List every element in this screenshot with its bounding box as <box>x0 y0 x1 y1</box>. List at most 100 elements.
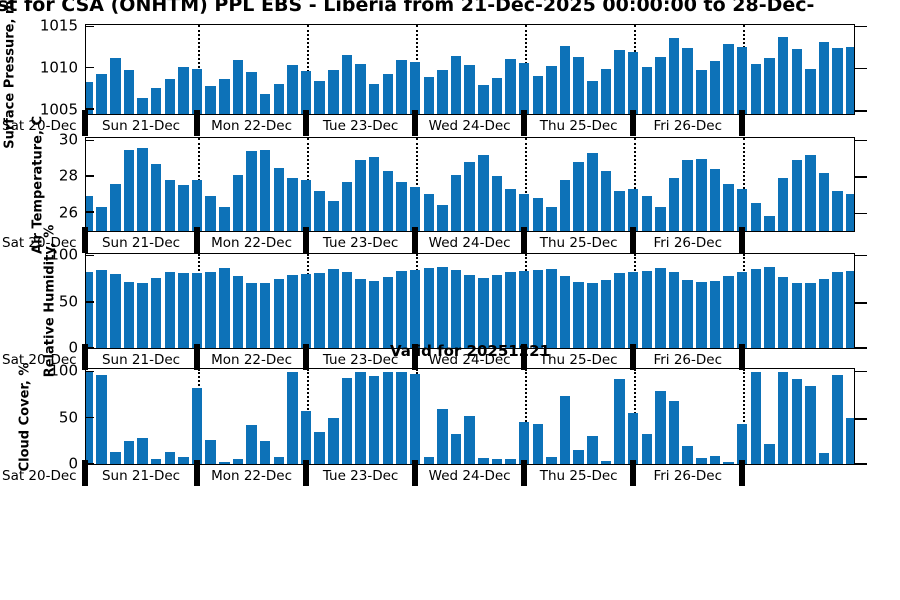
bar <box>437 408 448 464</box>
bar <box>846 270 854 348</box>
bar <box>682 160 693 231</box>
x-day-label: Mon 22-Dec <box>211 235 293 251</box>
bar <box>750 203 762 231</box>
y-tick-mark-right <box>855 139 867 142</box>
x-day-label: Tue 23-Dec <box>322 352 399 368</box>
bar <box>696 281 707 348</box>
bar <box>191 388 203 464</box>
bar <box>368 83 380 114</box>
x-day-label: Mon 22-Dec <box>211 468 293 484</box>
bar <box>777 277 789 348</box>
bar <box>668 271 680 348</box>
bar <box>450 56 462 114</box>
bar <box>736 47 748 114</box>
bar <box>573 162 584 231</box>
bar <box>232 60 244 114</box>
day-boundary-marker <box>521 227 528 253</box>
day-boundary-marker <box>739 344 746 370</box>
bar <box>205 271 216 348</box>
day-boundary-marker <box>412 227 419 253</box>
x-day-label: Fri 26-Dec <box>653 468 722 484</box>
bar <box>423 267 434 348</box>
bar <box>805 385 816 464</box>
bar <box>587 283 598 348</box>
x-axis-day-row: Sat 20-Dec Sun 21-Dec Mon 22-Dec Tue 23-Dec… <box>0 110 900 136</box>
bar <box>478 85 489 114</box>
y-tick-label: 0 <box>68 454 78 473</box>
bar <box>818 172 830 231</box>
bar <box>110 274 121 348</box>
day-boundary-marker <box>739 227 746 253</box>
bar <box>137 147 148 231</box>
day-boundary-line <box>307 25 310 114</box>
bar <box>777 37 789 114</box>
y-tick-mark <box>86 370 94 373</box>
day-boundary-line <box>634 138 637 231</box>
bar <box>818 452 830 464</box>
bar <box>573 281 584 348</box>
y-tick-mark-right <box>855 370 867 373</box>
bar <box>246 282 257 348</box>
bar <box>518 62 530 114</box>
bar <box>423 194 434 231</box>
day-boundary-marker <box>739 110 746 136</box>
day-boundary-marker <box>194 460 201 486</box>
bar <box>300 411 312 464</box>
day-boundary-marker <box>303 460 310 486</box>
bar <box>505 188 516 231</box>
day-boundary-marker <box>630 227 637 253</box>
bar <box>505 58 516 114</box>
bar <box>382 171 394 231</box>
bar <box>464 275 475 348</box>
bar <box>191 68 203 114</box>
bar <box>178 456 189 464</box>
bar <box>123 149 135 231</box>
bar <box>232 459 244 464</box>
bar <box>614 379 625 464</box>
y-tick-label: 0 <box>68 338 78 357</box>
bar <box>123 281 135 348</box>
bar <box>505 459 516 464</box>
bar <box>777 371 789 464</box>
bar <box>86 81 94 114</box>
bar <box>287 65 298 114</box>
bar <box>205 85 216 114</box>
bar <box>341 54 353 114</box>
bar <box>764 266 775 348</box>
bar <box>86 196 94 231</box>
bar <box>423 456 434 464</box>
bar <box>518 270 530 348</box>
bar <box>641 67 653 114</box>
bar <box>396 371 407 464</box>
y-tick-label: 26 <box>58 203 78 222</box>
y-tick-mark-right <box>855 463 867 465</box>
y-axis-title-cloud-cover: Cloud Cover, % <box>17 362 33 471</box>
bar <box>123 70 135 114</box>
bar <box>832 190 843 231</box>
bar <box>191 273 203 348</box>
y-tick-mark <box>86 175 94 178</box>
bar <box>328 268 339 348</box>
bar <box>750 268 762 348</box>
bar <box>396 60 407 114</box>
bar <box>627 188 639 231</box>
bar <box>559 46 571 114</box>
bar <box>709 280 721 348</box>
bar <box>287 178 298 231</box>
day-boundary-marker <box>194 227 201 253</box>
bar <box>627 413 639 464</box>
bar <box>110 452 121 464</box>
bar <box>709 455 721 464</box>
x-axis-day-row: Sat 20-Dec Sun 21-Dec Mon 22-Dec Tue 23-Dec… <box>0 344 900 370</box>
bar <box>546 206 557 231</box>
bar <box>518 194 530 231</box>
day-boundary-marker <box>194 344 201 370</box>
day-boundary-marker <box>412 110 419 136</box>
bar <box>368 376 380 464</box>
y-tick-mark-right <box>855 254 867 257</box>
bar <box>600 171 612 231</box>
bar <box>328 70 339 114</box>
bar <box>832 48 843 114</box>
day-boundary-marker <box>82 344 88 370</box>
